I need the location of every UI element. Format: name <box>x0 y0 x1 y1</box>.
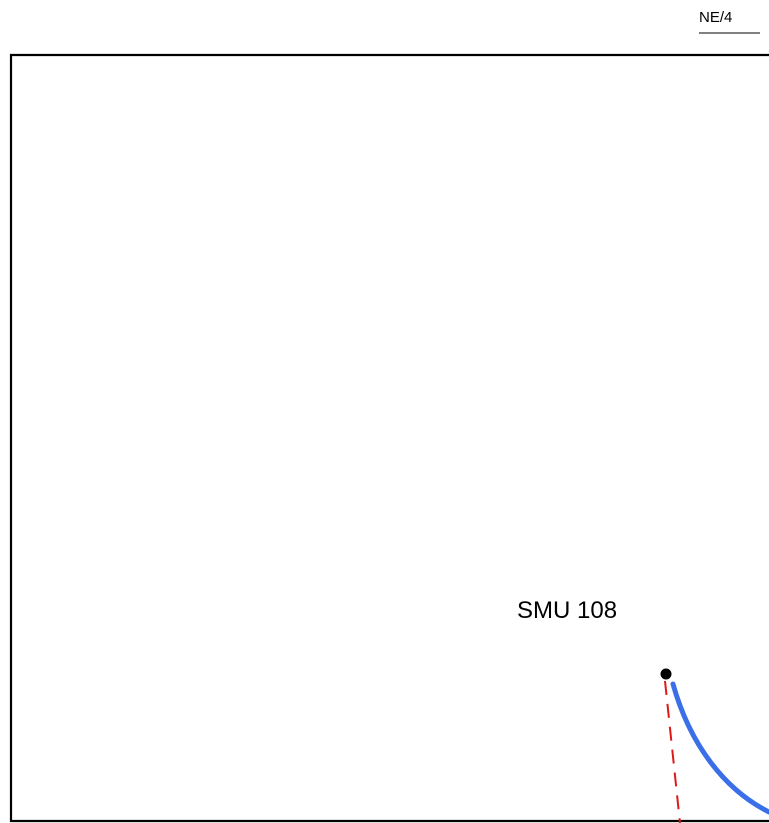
sheet-label: NE/4 <box>699 9 733 26</box>
map-border <box>9 53 769 823</box>
route-curve <box>670 681 769 815</box>
station-marker[interactable] <box>660 668 672 680</box>
station-label: SMU 108 <box>517 597 618 624</box>
dashed-boundary-line <box>664 680 681 823</box>
